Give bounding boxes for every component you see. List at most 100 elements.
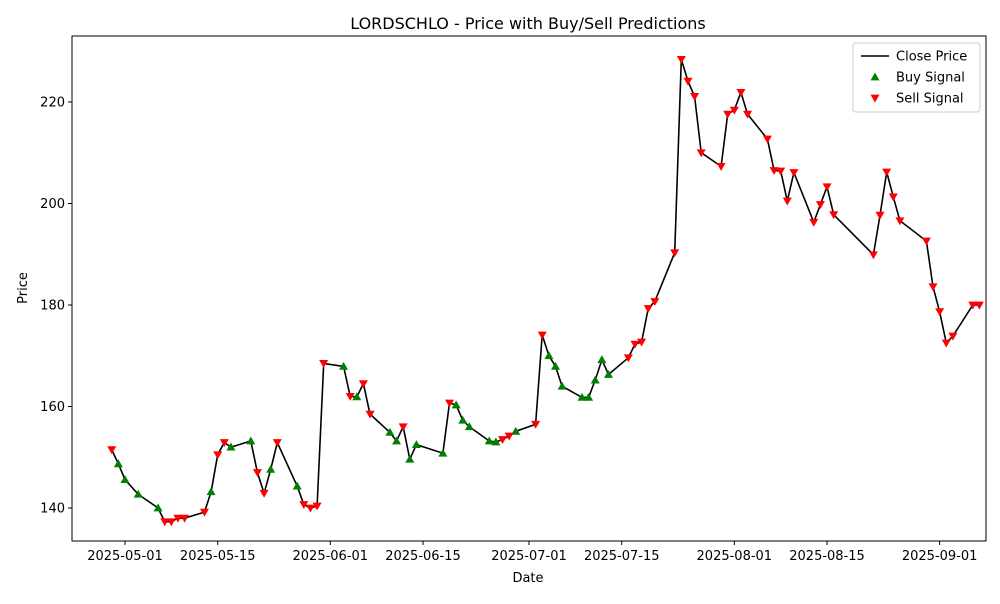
sell-signal-marker xyxy=(776,167,786,176)
sell-signal-marker xyxy=(643,305,653,314)
plot-series xyxy=(107,55,984,527)
sell-signal-marker xyxy=(676,55,686,64)
buy-signal-marker xyxy=(584,392,594,401)
sell-signal-marker xyxy=(882,168,892,177)
buy-signal-marker xyxy=(597,355,607,364)
buy-signal-marker xyxy=(464,422,474,431)
sell-signal-marker xyxy=(180,514,190,523)
sell-signal-marker xyxy=(815,201,825,210)
buy-signal-marker xyxy=(133,489,143,498)
sell-signal-marker xyxy=(948,332,958,341)
sell-signal-marker xyxy=(252,469,262,477)
sell-signal-marker xyxy=(345,392,355,401)
buy-signal-marker xyxy=(113,459,123,468)
sell-signal-marker xyxy=(650,298,660,306)
sell-signal-marker xyxy=(160,518,170,527)
x-axis-label: Date xyxy=(512,571,543,586)
sell-signal-marker xyxy=(670,249,680,258)
legend-sell-swatch xyxy=(870,94,880,103)
buy-signal-marker xyxy=(226,442,236,451)
buy-signal-marker xyxy=(352,392,362,401)
sell-signal-marker xyxy=(968,301,978,310)
sell-signal-marker xyxy=(398,423,408,432)
sell-signal-marker xyxy=(941,339,951,348)
sell-signal-marker xyxy=(822,183,832,192)
sell-signal-marker xyxy=(537,331,547,340)
y-tick-label: 180 xyxy=(40,298,65,313)
x-tick-label: 2025-08-15 xyxy=(789,549,865,564)
legend-label: Close Price xyxy=(896,50,967,65)
sell-signal-marker xyxy=(928,283,938,292)
x-tick-label: 2025-06-01 xyxy=(293,549,369,564)
sell-signal-marker xyxy=(637,338,647,347)
sell-signal-marker xyxy=(358,380,368,389)
y-tick-label: 140 xyxy=(40,502,65,517)
buy-signal-marker xyxy=(550,361,560,370)
sell-signal-marker xyxy=(199,508,209,517)
buy-signal-marker xyxy=(153,503,163,512)
sell-signal-marker xyxy=(789,169,799,178)
x-tick-label: 2025-09-01 xyxy=(902,549,978,564)
buy-signal-marker xyxy=(385,427,395,436)
legend-box xyxy=(852,42,981,113)
buy-signal-marker xyxy=(292,481,302,490)
legend-label: Sell Signal xyxy=(896,92,964,107)
buy-signal-marker xyxy=(411,440,421,448)
buy-signal-marker xyxy=(590,375,600,384)
sell-signal-marker xyxy=(974,301,984,310)
sell-signal-marker xyxy=(365,410,375,419)
sell-signal-marker xyxy=(107,446,117,455)
sell-signal-marker xyxy=(782,197,792,206)
y-axis-label: Price xyxy=(16,272,31,304)
sell-signal-marker xyxy=(935,308,945,317)
sell-signal-marker xyxy=(895,217,905,226)
buy-signal-marker xyxy=(577,392,587,401)
sell-signal-marker xyxy=(259,489,269,498)
legend: Close Price Buy Signal Sell Signal xyxy=(852,42,981,113)
sell-signal-marker xyxy=(723,110,733,119)
sell-signal-marker xyxy=(762,135,772,144)
sell-signal-marker xyxy=(690,93,700,101)
x-tick-label: 2025-07-01 xyxy=(491,549,567,564)
sell-signal-marker xyxy=(829,211,839,220)
x-tick-label: 2025-08-01 xyxy=(697,549,773,564)
sell-signal-marker xyxy=(504,432,514,441)
x-axis-ticks: 2025-05-01 2025-05-15 2025-06-01 2025-06-15… xyxy=(87,541,977,564)
sell-signal-marker xyxy=(623,354,633,363)
sell-signal-marker xyxy=(445,399,455,408)
buy-signal-marker xyxy=(392,436,402,445)
legend-buy-swatch xyxy=(870,72,880,81)
buy-signal-marker xyxy=(557,381,567,390)
legend-label: Buy Signal xyxy=(896,71,965,86)
sell-signal-marker xyxy=(305,504,315,513)
sell-signal-marker xyxy=(272,439,282,448)
buy-signal-marker xyxy=(206,487,216,496)
sell-signal-marker xyxy=(299,501,309,509)
sell-signal-marker xyxy=(743,110,753,119)
x-tick-label: 2025-05-01 xyxy=(87,549,163,564)
buy-signal-marker xyxy=(544,351,554,360)
sell-signal-marker xyxy=(213,451,223,460)
buy-signal-marker xyxy=(120,475,130,483)
sell-signal-marker xyxy=(319,359,329,368)
sell-signal-marker xyxy=(630,340,640,349)
sell-signal-marker xyxy=(729,106,739,115)
y-tick-label: 160 xyxy=(40,400,65,415)
sell-signal-marker xyxy=(888,193,898,202)
buy-signal-marker xyxy=(266,464,276,473)
sell-signal-marker xyxy=(498,436,508,444)
sell-signal-marker xyxy=(173,514,183,523)
buy-signal-marker xyxy=(603,370,613,378)
sell-signal-marker xyxy=(531,420,541,429)
buy-signal-marker xyxy=(451,400,461,409)
buy-signal-marker xyxy=(246,436,256,445)
buy-signal-marker xyxy=(339,361,349,370)
sell-signal-marker xyxy=(868,251,878,260)
y-tick-label: 200 xyxy=(40,197,65,212)
sell-signal-marker xyxy=(875,211,885,220)
sell-signal-marker xyxy=(683,77,693,86)
sell-signal-marker xyxy=(166,518,176,527)
x-tick-label: 2025-06-15 xyxy=(385,549,461,564)
